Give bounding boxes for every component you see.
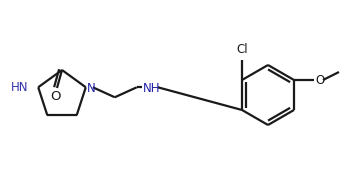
Text: Cl: Cl (236, 43, 248, 56)
Text: N: N (87, 82, 95, 95)
Text: HN: HN (11, 81, 28, 94)
Text: O: O (51, 90, 61, 104)
Text: O: O (315, 73, 324, 87)
Text: NH: NH (143, 82, 160, 95)
